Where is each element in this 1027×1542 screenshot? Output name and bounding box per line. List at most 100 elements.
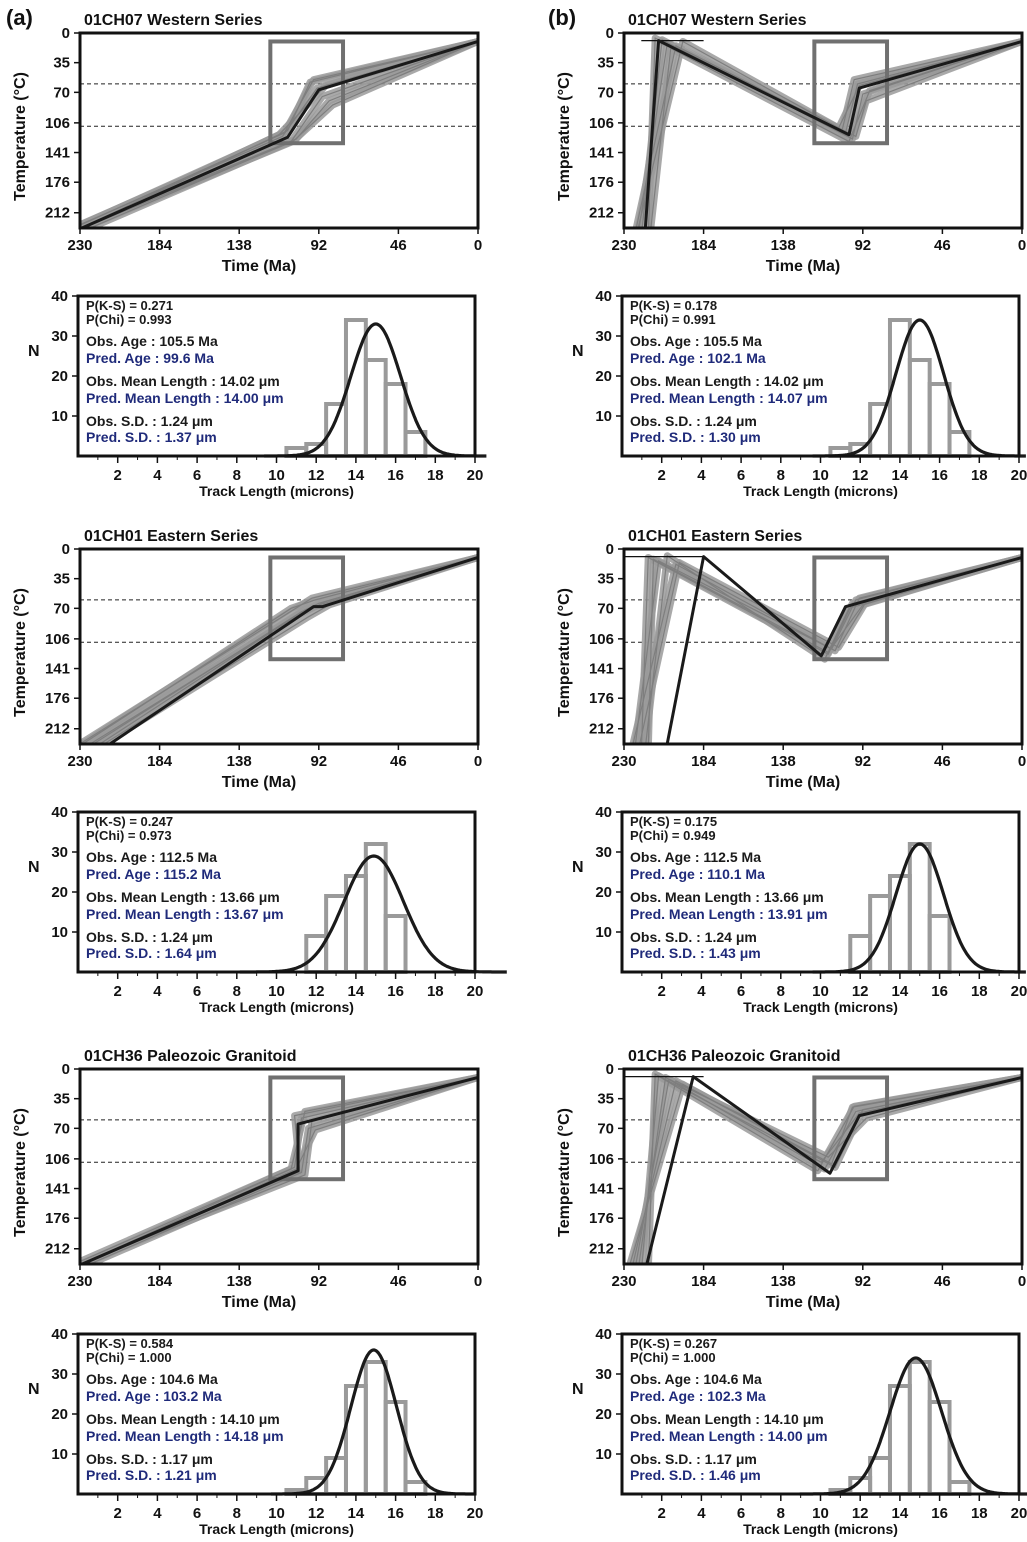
x-tick-label: 46: [934, 753, 951, 770]
x-tick-label: 10: [812, 1505, 829, 1522]
x-axis-label: Time (Ma): [222, 258, 296, 275]
histogram-bar: [927, 914, 952, 974]
x-tick-label: 8: [233, 983, 241, 1000]
y-tick-label: 70: [597, 600, 614, 617]
y-axis-label: N: [28, 1381, 40, 1398]
b2-tt-chart: 01CH01 Eastern Series 230 184 138 92 46 0 0 35 70…: [556, 528, 1026, 791]
x-tick-label: 184: [147, 237, 173, 254]
x-tick-label: 16: [387, 1505, 404, 1522]
x-tick-label: 12: [852, 983, 869, 1000]
x-axis-label: Time (Ma): [222, 774, 296, 791]
x-axis-label: Time (Ma): [766, 1294, 840, 1311]
y-tick-label: 35: [53, 1091, 70, 1108]
x-tick-label: 16: [931, 467, 948, 484]
x-tick-label: 12: [308, 467, 325, 484]
stat-pred-sd: Pred. S.D. : 1.30 μm: [630, 429, 761, 445]
tt-frame: [78, 547, 480, 746]
y-axis-label: N: [572, 859, 584, 876]
envelope-path: [638, 1076, 1022, 1264]
x-tick-label: 184: [691, 237, 717, 254]
best-fit-path: [665, 555, 1022, 744]
x-tick-label: 20: [1011, 1505, 1027, 1522]
y-tick-label: 30: [595, 328, 612, 345]
x-tick-label: 138: [227, 237, 252, 254]
x-tick-label: 92: [310, 753, 327, 770]
b1-tt-chart: 01CH07 Western Series 230 184 138 92 46 0 0 35 70…: [556, 12, 1026, 275]
x-tick-label: 2: [658, 983, 666, 1000]
stat-obs-sd: Obs. S.D. : 1.24 μm: [630, 413, 757, 429]
x-tick-label: 10: [268, 983, 285, 1000]
histogram-bar: [887, 874, 912, 974]
envelope-path: [647, 1073, 1022, 1264]
stat-pred-sd: Pred. S.D. : 1.46 μm: [630, 1467, 761, 1483]
x-tick-label: 16: [387, 467, 404, 484]
x-tick-label: 230: [67, 237, 92, 254]
y-tick-label: 176: [589, 690, 614, 707]
x-axis-label: Track Length (microns): [199, 999, 354, 1015]
x-tick-label: 230: [67, 1273, 92, 1290]
stat-obs-mean: Obs. Mean Length : 14.02 μm: [86, 373, 280, 389]
x-tick-label: 0: [1018, 237, 1026, 254]
stat-obs-age: Obs. Age : 112.5 Ma: [630, 849, 761, 865]
x-tick-label: 138: [771, 753, 796, 770]
b1-hist-chart: 2 4 6 8 10 12 14 16 18 20 10 20 30 40 Track Length (mi…: [572, 288, 1027, 499]
x-tick-label: 2: [114, 1505, 122, 1522]
x-axis-label: Track Length (microns): [743, 483, 898, 499]
histogram-bar: [363, 358, 388, 458]
y-tick-label: 70: [597, 1120, 614, 1137]
y-tick-label: 106: [589, 1151, 614, 1168]
x-tick-label: 14: [348, 1505, 365, 1522]
constraint-box: [268, 555, 346, 662]
tt-plot-area: [624, 1070, 1022, 1264]
y-tick-label: 30: [51, 844, 68, 861]
y-tick-label: 35: [53, 571, 70, 588]
envelope-path: [102, 556, 478, 744]
x-tick-label: 16: [931, 983, 948, 1000]
best-fit-path: [80, 1076, 478, 1264]
envelope-path: [647, 556, 1022, 744]
histogram-bar: [324, 1456, 348, 1496]
stat-obs-age: Obs. Age : 104.6 Ma: [86, 1371, 218, 1387]
constraint-box: [812, 1075, 890, 1182]
constraint-box: [268, 1075, 346, 1182]
stat-obs-mean: Obs. Mean Length : 13.66 μm: [86, 889, 280, 905]
envelope-path: [629, 1076, 1022, 1264]
y-axis-label: Temperature (°C): [556, 72, 573, 201]
y-tick-label: 106: [45, 631, 70, 648]
x-tick-label: 4: [697, 983, 706, 1000]
y-tick-label: 212: [589, 721, 614, 738]
y-tick-label: 176: [45, 1210, 70, 1227]
histogram-bar: [363, 1360, 388, 1496]
x-tick-label: 92: [310, 237, 327, 254]
x-tick-label: 8: [777, 467, 785, 484]
x-tick-label: 2: [658, 467, 666, 484]
y-tick-label: 70: [597, 84, 614, 101]
histogram-bar: [907, 842, 932, 974]
y-tick-label: 141: [45, 1181, 70, 1198]
tt-title: 01CH07 Western Series: [84, 12, 263, 29]
y-tick-label: 212: [45, 205, 70, 222]
predicted-length-curve: [799, 1356, 1027, 1496]
x-tick-label: 46: [934, 1273, 951, 1290]
envelope-path-band: [635, 1073, 1022, 1264]
x-tick-label: 12: [852, 467, 869, 484]
x-tick-label: 8: [777, 983, 785, 1000]
envelope-path: [641, 1074, 1022, 1264]
y-tick-label: 212: [45, 721, 70, 738]
x-tick-label: 0: [1018, 1273, 1026, 1290]
stat-pchi: P(Chi) = 0.993: [86, 312, 172, 327]
x-tick-label: 4: [153, 1505, 162, 1522]
y-tick-label: 30: [51, 328, 68, 345]
x-tick-label: 184: [691, 753, 717, 770]
x-tick-label: 14: [892, 1505, 909, 1522]
y-tick-label: 0: [62, 541, 70, 558]
stat-obs-age: Obs. Age : 104.6 Ma: [630, 1371, 762, 1387]
stat-pks: P(K-S) = 0.178: [630, 298, 717, 313]
a2-tt-chart: 01CH01 Eastern Series 230 184 138 92 46 0 0 35 70…: [12, 528, 482, 791]
x-tick-label: 8: [233, 1505, 241, 1522]
envelope-path: [632, 556, 1022, 744]
histogram-bar: [383, 914, 408, 974]
envelope-path-band: [629, 1074, 1022, 1264]
a3-hist-chart: 2 4 6 8 10 12 14 16 18 20 10 20 30 40 Track Length (mi…: [28, 1326, 483, 1537]
b3-hist-chart: 2 4 6 8 10 12 14 16 18 20 10 20 30 40 Track Length (mi…: [572, 1326, 1027, 1537]
